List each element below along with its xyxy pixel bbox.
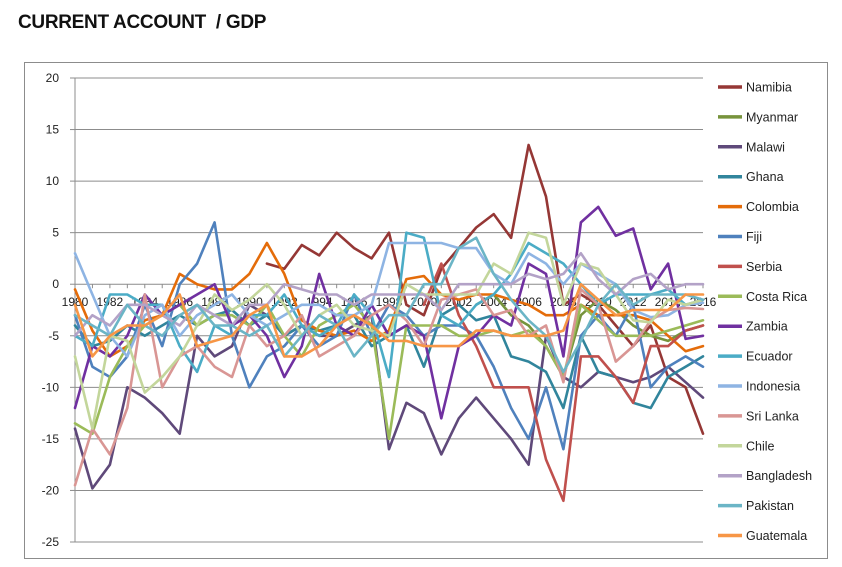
legend-label-zambia: Zambia <box>746 320 788 334</box>
y-tick-label: 5 <box>52 226 59 240</box>
y-tick-label: 15 <box>46 123 60 137</box>
legend-label-serbia: Serbia <box>746 260 782 274</box>
legend-label-namibia: Namibia <box>746 81 792 95</box>
series-lines <box>73 143 705 503</box>
legend-label-sri-lanka: Sri Lanka <box>746 409 799 423</box>
x-tick-label: 2006 <box>515 295 542 309</box>
x-tick-label: 1982 <box>97 295 124 309</box>
y-tick-label: 0 <box>52 277 59 291</box>
y-tick-label: -5 <box>48 329 59 343</box>
legend-label-myanmar: Myanmar <box>746 110 798 124</box>
y-tick-label: -15 <box>42 432 60 446</box>
y-tick-label: 10 <box>46 174 60 188</box>
legend-label-chile: Chile <box>746 439 775 453</box>
series-line-zambia <box>73 205 705 420</box>
x-tick-label: 1998 <box>376 295 403 309</box>
series-line-guatemala <box>73 282 705 358</box>
legend: Namibia Myanmar Malawi Ghana Colombia Fiji Ser… <box>718 81 812 543</box>
y-tick-label: 20 <box>46 71 60 85</box>
series-line-namibia <box>265 143 705 435</box>
y-tick-label: -10 <box>42 380 60 394</box>
legend-label-indonesia: Indonesia <box>746 380 800 394</box>
legend-label-fiji: Fiji <box>746 230 762 244</box>
legend-label-ecuador: Ecuador <box>746 350 793 364</box>
legend-label-bangladesh: Bangladesh <box>746 469 812 483</box>
y-tick-label: -20 <box>42 483 60 497</box>
legend-label-pakistan: Pakistan <box>746 499 794 513</box>
y-axis: 20 15 10 5 0 -5 -10 -15 -20 -25 <box>42 71 76 549</box>
series-line-bangladesh <box>73 252 705 338</box>
page-title: CURRENT ACCOUNT / GDP <box>18 12 267 33</box>
series-line-indonesia <box>73 241 705 358</box>
y-tick-label: -25 <box>42 535 60 549</box>
legend-label-guatemala: Guatemala <box>746 529 807 543</box>
legend-label-malawi: Malawi <box>746 140 785 154</box>
legend-label-costa-rica: Costa Rica <box>746 290 807 304</box>
legend-label-colombia: Colombia <box>746 200 799 214</box>
legend-label-ghana: Ghana <box>746 170 784 184</box>
series-line-chile <box>73 231 705 430</box>
series-line-pakistan <box>73 236 705 374</box>
